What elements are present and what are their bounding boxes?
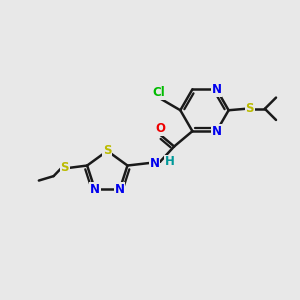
Text: N: N: [150, 157, 160, 170]
Text: S: S: [103, 144, 112, 158]
Text: H: H: [164, 155, 174, 168]
Text: N: N: [90, 183, 100, 196]
Text: S: S: [61, 161, 69, 174]
Text: N: N: [115, 183, 125, 196]
Text: N: N: [212, 83, 221, 96]
Text: S: S: [246, 102, 254, 115]
Text: O: O: [155, 122, 165, 135]
Text: N: N: [212, 125, 221, 138]
Text: Cl: Cl: [152, 86, 165, 99]
